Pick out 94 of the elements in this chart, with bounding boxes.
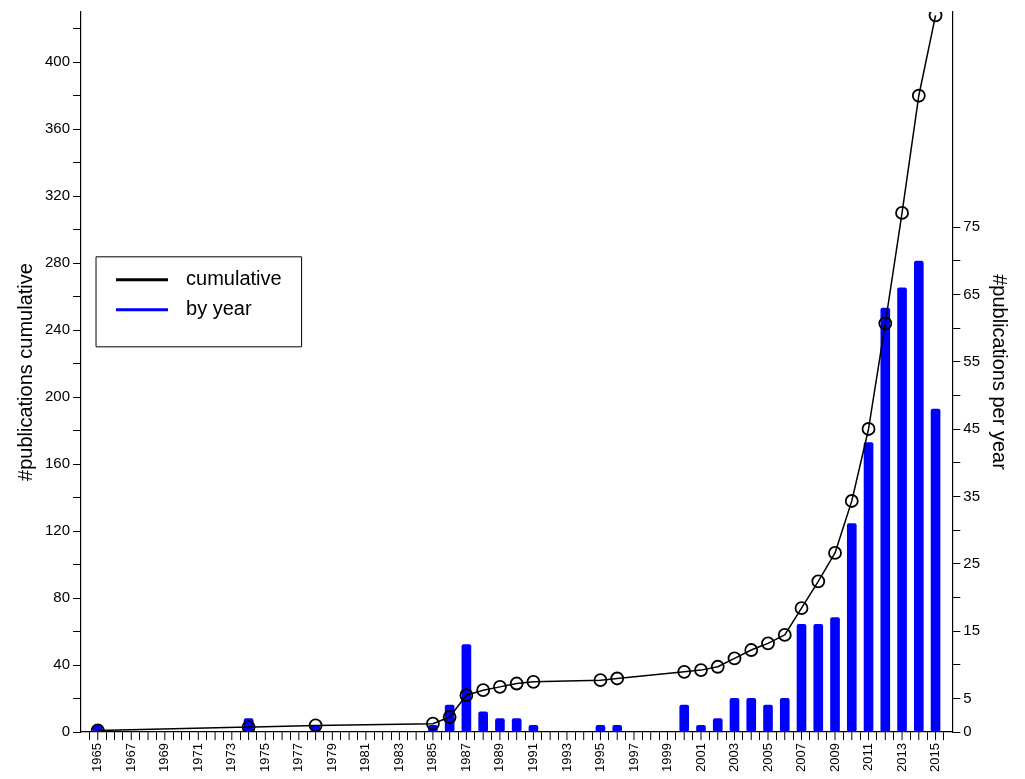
x-tick-label: 1965 bbox=[89, 743, 105, 772]
y-tick-label: 40 bbox=[53, 655, 71, 673]
bar bbox=[796, 624, 807, 732]
point bbox=[828, 546, 842, 560]
bar bbox=[779, 698, 790, 732]
x-tick-label: 1989 bbox=[491, 743, 507, 772]
bar bbox=[729, 698, 740, 732]
x-tick-label: 1999 bbox=[659, 743, 675, 772]
point bbox=[476, 683, 491, 698]
point bbox=[844, 494, 859, 508]
y2-tick-label: 75 bbox=[963, 217, 980, 235]
bar bbox=[897, 287, 907, 732]
point bbox=[928, 12, 943, 23]
x-tick-label: 2001 bbox=[692, 743, 708, 772]
x-tick-label: 2011 bbox=[860, 743, 876, 772]
x-tick-label: 1971 bbox=[189, 743, 205, 772]
bar bbox=[746, 698, 757, 732]
bar bbox=[478, 711, 488, 732]
x-tick-label: 1975 bbox=[256, 743, 272, 772]
x-tick-label: 2009 bbox=[826, 743, 842, 772]
y-tick-label: 320 bbox=[45, 186, 71, 204]
bar bbox=[763, 704, 773, 732]
y2-tick-label: 65 bbox=[963, 284, 980, 302]
y2-tick-label: 45 bbox=[963, 419, 980, 437]
point bbox=[442, 710, 457, 724]
x-tick-label: 1967 bbox=[122, 743, 138, 772]
x-tick-label: 1981 bbox=[357, 743, 373, 772]
point bbox=[710, 659, 725, 674]
y-tick-label: 0 bbox=[61, 722, 71, 740]
x-tick-label: 1979 bbox=[323, 743, 339, 772]
point bbox=[761, 636, 775, 651]
y-tick-label: 160 bbox=[45, 454, 71, 472]
x-tick-label: 1997 bbox=[625, 743, 641, 772]
x-tick-label: 1993 bbox=[558, 743, 574, 772]
point bbox=[493, 679, 507, 694]
y2-tick-label: 5 bbox=[963, 688, 972, 706]
bar bbox=[930, 408, 941, 732]
y-tick-label: 200 bbox=[45, 387, 71, 405]
y2-tick-label: 35 bbox=[963, 486, 980, 504]
y-tick-label: 280 bbox=[45, 253, 71, 271]
x-tick-label: 1985 bbox=[424, 743, 440, 772]
point bbox=[861, 422, 876, 436]
y-tick-label: 120 bbox=[45, 521, 71, 539]
point bbox=[526, 674, 541, 689]
y-tick-label: 360 bbox=[45, 119, 71, 137]
y2-tick-label: 0 bbox=[963, 722, 972, 740]
point bbox=[794, 601, 809, 616]
point bbox=[895, 206, 909, 220]
bar bbox=[813, 624, 824, 732]
bar bbox=[830, 617, 840, 732]
point bbox=[593, 673, 608, 688]
bar bbox=[846, 523, 857, 732]
x-tick-label: 1995 bbox=[592, 743, 608, 772]
point bbox=[744, 643, 759, 657]
y-tick-label: 80 bbox=[53, 588, 71, 606]
point bbox=[694, 663, 708, 678]
legend-label: by year bbox=[186, 297, 252, 320]
point bbox=[777, 628, 792, 642]
y-axis-title: #publications cumulative bbox=[13, 263, 36, 481]
y2-axis-title: #publications per year bbox=[989, 274, 1012, 471]
point bbox=[911, 88, 926, 103]
x-tick-label: 1991 bbox=[525, 743, 540, 772]
y2-tick-label: 55 bbox=[963, 352, 980, 370]
legend-label: cumulative bbox=[186, 267, 282, 290]
bar bbox=[495, 718, 505, 732]
y-tick-label: 240 bbox=[45, 320, 71, 338]
x-tick-label: 2005 bbox=[759, 743, 775, 772]
bar bbox=[880, 307, 891, 732]
point bbox=[677, 664, 692, 679]
x-tick-label: 1983 bbox=[390, 743, 406, 772]
x-tick-label: 1969 bbox=[156, 743, 172, 772]
bar bbox=[679, 704, 690, 732]
point bbox=[811, 574, 826, 589]
x-tick-label: 1977 bbox=[290, 743, 306, 772]
point bbox=[308, 718, 323, 733]
point bbox=[459, 688, 474, 703]
x-tick-label: 2013 bbox=[893, 743, 909, 772]
x-tick-label: 1987 bbox=[457, 743, 473, 772]
y-tick-label: 400 bbox=[45, 52, 71, 70]
x-tick-label: 2003 bbox=[726, 743, 742, 772]
bar bbox=[863, 442, 874, 732]
x-tick-label: 2015 bbox=[927, 743, 943, 772]
bar bbox=[511, 718, 522, 732]
point bbox=[727, 651, 742, 666]
point bbox=[878, 316, 893, 331]
y2-tick-label: 15 bbox=[963, 621, 980, 639]
bar bbox=[913, 260, 924, 732]
point bbox=[509, 676, 524, 691]
point bbox=[610, 671, 625, 686]
x-tick-label: 1973 bbox=[223, 743, 239, 772]
y2-tick-label: 25 bbox=[963, 553, 980, 571]
x-tick-label: 2007 bbox=[793, 743, 809, 772]
bar bbox=[712, 718, 723, 732]
point bbox=[425, 716, 440, 731]
